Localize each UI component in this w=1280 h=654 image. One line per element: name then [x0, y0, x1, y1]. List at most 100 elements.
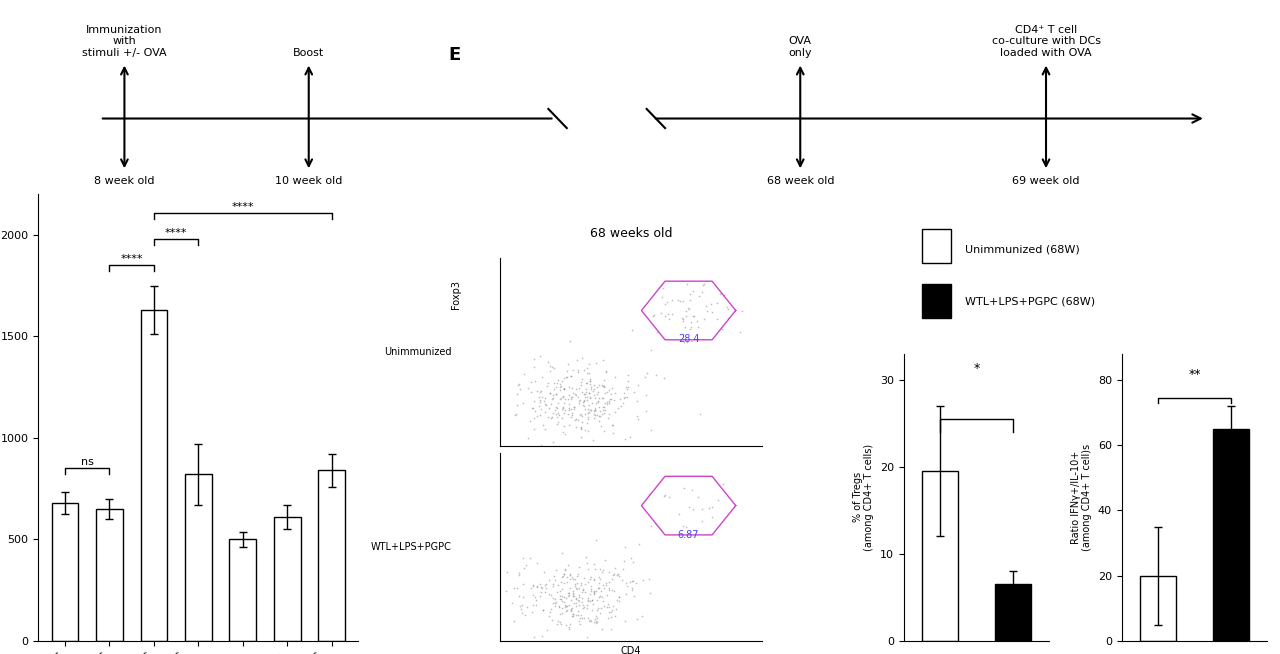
- Point: [562, 387, 582, 398]
- Point: [594, 381, 614, 391]
- Point: [554, 398, 575, 408]
- Point: [562, 609, 582, 619]
- Point: [513, 562, 534, 573]
- Point: [718, 313, 739, 324]
- Point: [553, 383, 573, 393]
- Point: [672, 521, 692, 531]
- Point: [509, 383, 530, 394]
- Point: [503, 583, 524, 593]
- Point: [602, 420, 622, 430]
- Point: [531, 386, 552, 396]
- Point: [584, 409, 604, 420]
- Point: [713, 290, 733, 300]
- Point: [557, 366, 577, 376]
- Point: [558, 588, 579, 598]
- Point: [558, 404, 579, 415]
- Point: [547, 377, 567, 388]
- Point: [512, 600, 532, 610]
- Point: [577, 564, 598, 574]
- Point: [680, 324, 700, 335]
- Point: [600, 388, 621, 399]
- Point: [677, 336, 698, 347]
- Point: [530, 591, 550, 602]
- Point: [602, 574, 622, 585]
- Point: [566, 600, 586, 611]
- Point: [572, 587, 593, 597]
- Point: [564, 404, 585, 415]
- Point: [585, 614, 605, 625]
- Point: [539, 589, 559, 599]
- Point: [564, 415, 585, 425]
- Point: [575, 409, 595, 420]
- Point: [540, 360, 561, 371]
- Point: [600, 393, 621, 404]
- Point: [532, 372, 553, 383]
- Point: [531, 582, 552, 593]
- Point: [564, 580, 585, 591]
- Point: [635, 390, 655, 401]
- Point: [603, 568, 623, 579]
- Point: [591, 591, 612, 602]
- Point: [538, 378, 558, 388]
- Text: Unimmunized (68W): Unimmunized (68W): [965, 245, 1080, 254]
- Point: [543, 392, 563, 403]
- Point: [730, 326, 750, 337]
- Point: [547, 419, 567, 429]
- Point: [559, 382, 580, 392]
- Point: [618, 370, 639, 380]
- Point: [556, 602, 576, 613]
- Point: [570, 561, 590, 572]
- Point: [675, 322, 695, 332]
- Point: [554, 429, 575, 439]
- Point: [559, 623, 580, 634]
- Point: [654, 373, 675, 383]
- Point: [599, 566, 620, 577]
- Point: [707, 298, 727, 308]
- Point: [550, 617, 571, 628]
- Point: [609, 592, 630, 602]
- Point: [547, 409, 567, 419]
- Point: [637, 368, 658, 378]
- Point: [605, 604, 626, 614]
- Point: [618, 382, 639, 392]
- Point: [694, 314, 714, 324]
- Point: [717, 302, 737, 313]
- Point: [590, 602, 611, 613]
- Point: [641, 345, 662, 356]
- Text: **: **: [1188, 368, 1201, 381]
- Bar: [319, 470, 346, 641]
- Point: [581, 572, 602, 582]
- Point: [552, 547, 572, 558]
- Point: [653, 283, 673, 293]
- Point: [504, 410, 525, 421]
- Point: [532, 605, 553, 615]
- Point: [521, 606, 541, 617]
- Point: [562, 647, 582, 654]
- Point: [577, 407, 598, 418]
- Point: [621, 553, 641, 563]
- Point: [611, 401, 631, 411]
- Point: [581, 405, 602, 415]
- Point: [512, 579, 532, 589]
- Point: [673, 313, 694, 324]
- Point: [581, 594, 602, 605]
- Point: [591, 409, 612, 419]
- Point: [568, 396, 589, 406]
- Point: [668, 294, 689, 305]
- Point: [550, 385, 571, 395]
- Point: [530, 351, 550, 362]
- Point: [687, 316, 708, 326]
- Point: [527, 411, 548, 422]
- Point: [594, 408, 614, 419]
- Point: [552, 584, 572, 594]
- Point: [579, 407, 599, 417]
- Point: [585, 392, 605, 403]
- Point: [576, 632, 596, 642]
- Point: [586, 388, 607, 399]
- Point: [540, 387, 561, 398]
- Point: [575, 389, 595, 400]
- Point: [659, 491, 680, 502]
- Point: [588, 613, 608, 623]
- Point: [513, 398, 534, 408]
- Point: [586, 586, 607, 596]
